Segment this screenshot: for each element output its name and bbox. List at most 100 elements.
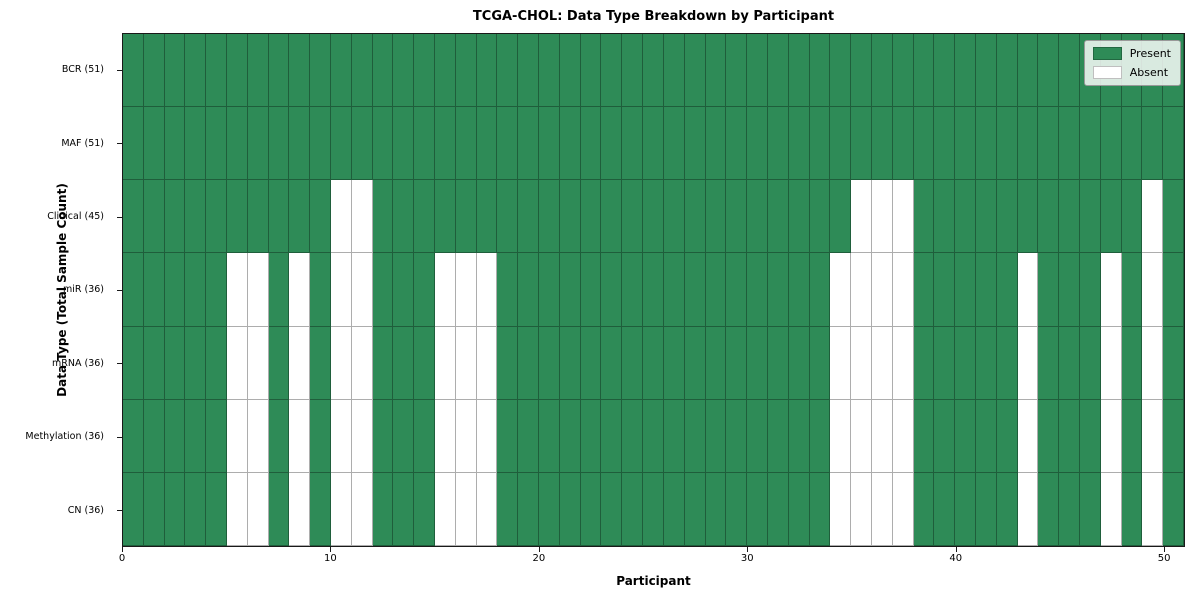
heatmap-cell [518,107,540,181]
x-tick-label: 40 [949,553,963,564]
heatmap-cell [871,472,893,546]
heatmap-cell [1059,34,1080,108]
heatmap-cell [331,326,352,400]
heatmap-cell [123,180,144,254]
heatmap-cell [331,34,352,108]
absent-swatch [1092,66,1122,79]
heatmap-cell [435,107,456,181]
heatmap-cell [164,399,186,473]
heatmap-cell [351,399,373,473]
heatmap-cell [497,253,519,327]
heatmap-cell [1059,399,1080,473]
heatmap-cell [913,326,935,400]
heatmap-cell [996,180,1018,254]
heatmap-cell [830,472,852,546]
heatmap-cell [1100,326,1122,400]
y-tick-label: MAF (51) [61,137,104,149]
heatmap-cell [559,472,581,546]
x-tick-mark [122,547,123,552]
heatmap-cell [809,180,831,254]
heatmap-cell [809,107,831,181]
heatmap-cell [414,472,436,546]
heatmap-cell [871,326,893,400]
heatmap-cell [289,107,311,181]
y-tick-mark [117,290,122,291]
y-tick-label: BCR (51) [61,64,104,76]
x-tick-label: 10 [324,553,337,564]
heatmap-cell [809,34,831,108]
heatmap-cell [788,253,810,327]
heatmap-cell [351,180,373,254]
x-tick-mark [747,547,749,552]
heatmap-cell [185,253,207,327]
heatmap-cell [747,34,768,108]
heatmap-cell [851,180,872,254]
heatmap-cell [663,180,685,254]
heatmap-cell [393,399,415,473]
heatmap-cell [601,399,623,473]
heatmap-cell [455,107,477,181]
heatmap-cell [913,253,935,327]
y-tick-label: Methylation (36) [25,431,104,443]
heatmap-cell [539,399,560,473]
heatmap-cell [747,326,768,400]
heatmap-cell [1017,326,1039,400]
heatmap-cell [663,34,685,108]
heatmap-cell [767,107,789,181]
heatmap-cell [559,34,581,108]
heatmap-cell [622,107,644,181]
heatmap-cell [726,326,748,400]
heatmap-cell [1017,472,1039,546]
heatmap-cell [351,253,373,327]
heatmap-cell [767,180,789,254]
heatmap-cell [227,34,248,108]
heatmap-cell [227,399,248,473]
heatmap-cell [435,399,456,473]
heatmap-cell [393,326,415,400]
heatmap-cell [830,180,852,254]
heatmap-cell [227,107,248,181]
heatmap-cell [1079,326,1101,400]
heatmap-cell [643,472,664,546]
heatmap-cell [414,326,436,400]
heatmap-cell [1100,107,1122,181]
heatmap-cell [1100,472,1122,546]
heatmap-cell [393,180,415,254]
heatmap-cell [892,180,914,254]
heatmap-cell [539,34,560,108]
heatmap-cell [809,253,831,327]
y-tick-label: miR (36) [62,284,104,296]
heatmap-cell [1163,472,1184,546]
heatmap-cell [892,253,914,327]
heatmap-cell [164,472,186,546]
present-label: Present [1129,47,1171,60]
heatmap-cell [351,34,373,108]
heatmap-cell [206,180,228,254]
heatmap-cell [1142,180,1164,254]
legend: Present Absent [1083,40,1181,86]
x-tick-mark [538,547,540,552]
heatmap-cell [143,399,165,473]
y-tick-label: CN (36) [67,504,104,516]
heatmap-cell [851,107,872,181]
heatmap-cell [143,326,165,400]
heatmap-cell [830,253,852,327]
heatmap-cell [663,107,685,181]
heatmap-cell [747,180,768,254]
legend-entry-present: Present [1092,47,1171,60]
heatmap-cell [455,326,477,400]
heatmap-cell [435,326,456,400]
heatmap-cell [227,180,248,254]
heatmap-cell [414,107,436,181]
heatmap-cell [1163,253,1184,327]
plot-area: Present Absent [122,33,1185,547]
heatmap-cell [913,107,935,181]
heatmap-cell [1038,253,1060,327]
heatmap-cell [747,253,768,327]
heatmap-cell [892,34,914,108]
x-tick-mark [1164,547,1166,552]
heatmap-cell [1142,326,1164,400]
heatmap-cell [414,34,436,108]
y-tick-mark [117,69,122,71]
heatmap-cell [351,472,373,546]
